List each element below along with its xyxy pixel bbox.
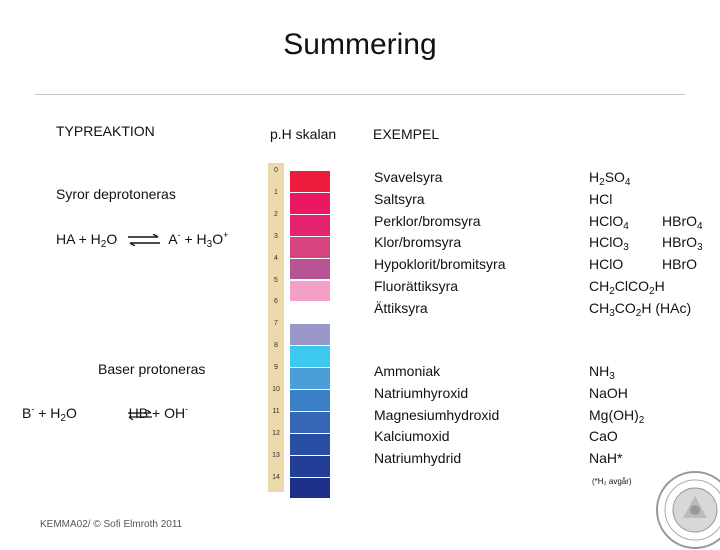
base-eq-b-sup: - (31, 404, 35, 414)
ph-bar-14 (290, 477, 330, 499)
ph-tick-12: 12 (272, 429, 280, 437)
base-eq-mid: + H (34, 405, 61, 421)
slide-title: Summering (283, 28, 437, 61)
acid-name-1: Saltsyra (374, 190, 425, 207)
acid-eq-rhs-sup2: + (223, 230, 229, 240)
ph-tick-1: 1 (274, 188, 278, 196)
acid-formula-right-3: HBrO3 (662, 234, 703, 254)
ph-scale-header: p.H skalan (270, 126, 337, 142)
ph-tick-3: 3 (274, 232, 278, 240)
acid-formulas-list: H2SO4 HCl HClO4 HClO3 HClO CH2ClCO2H CH3CO2H (… (589, 167, 691, 320)
divider (35, 94, 685, 95)
acid-formula-right-4: HBrO (662, 256, 698, 273)
ph-bar-9 (290, 368, 330, 389)
acid-formula-5: CH2ClCO2H (589, 277, 665, 297)
ph-tick-10: 10 (272, 386, 280, 393)
acid-name-6: Ättiksyra (374, 299, 428, 316)
ph-bar-3 (290, 236, 330, 258)
acid-eq-rhs-end: O (212, 231, 224, 247)
base-names-list: Ammoniak Natriumhyroxid Magnesiumhydroxid K… (374, 361, 499, 470)
base-name-0: Ammoniak (374, 363, 441, 379)
ph-tick-4: 4 (274, 254, 278, 262)
acid-formula-6: CH3CO2H (HAc) (589, 299, 692, 319)
acid-formula-right-2: HBrO4 (662, 212, 703, 232)
base-formula-2: Mg(OH)2 (589, 406, 645, 426)
ph-tick-5: 5 (274, 276, 278, 284)
base-eq-mid-sub: 2 (60, 413, 66, 424)
acid-eq-rhs: A (168, 231, 178, 247)
acid-equation: HA + H2O A- + H3O+ (56, 230, 229, 250)
base-formula-1: NaOH (589, 384, 628, 401)
acid-formula-3: HClO3 (589, 234, 629, 254)
base-name-4: Natriumhydrid (374, 450, 462, 467)
acid-name-4: Hypoklorit/bromitsyra (374, 256, 506, 273)
equilibrium-arrow-icon (127, 410, 152, 420)
base-eq-mid-end: O (65, 405, 77, 421)
base-eq-b: B (22, 405, 32, 421)
acid-formula-2: HClO4 (589, 212, 629, 232)
ph-bar-11 (290, 411, 330, 433)
acid-name-2: Perklor/bromsyra (374, 212, 481, 229)
type-reaction-header: TYPREAKTION (56, 123, 155, 139)
university-seal-icon (656, 471, 720, 549)
acid-eq-lhs-sub: 2 (100, 239, 107, 250)
base-name-1: Natriumhyroxid (374, 384, 469, 401)
acid-formula-1: HCl (589, 190, 613, 207)
base-eq-hb-wrap: HB (127, 405, 152, 421)
ph-tick-13: 13 (272, 451, 280, 459)
ph-bar-7 (290, 324, 330, 346)
base-formula-0: NH3 (589, 363, 615, 382)
ph-bar-2 (290, 214, 330, 236)
acids-deprotonate-label: Syror deprotoneras (56, 186, 176, 202)
ph-bar-5 (290, 280, 330, 302)
h2-note: (*H₂ avgår) (592, 477, 632, 486)
acid-name-3: Klor/bromsyra (374, 234, 462, 251)
ph-tick-7: 7 (274, 320, 278, 328)
acid-eq-rhs-sup: - (177, 230, 181, 240)
acid-names-list: Svavelsyra Saltsyra Perklor/bromsyra Klor/b… (374, 167, 505, 320)
ph-bar-13 (290, 455, 330, 477)
ph-tick-14: 14 (272, 473, 280, 481)
ph-ruler: 0 1 2 3 4 5 6 7 8 9 10 11 12 13 14 (268, 163, 284, 492)
ph-bar-4 (290, 258, 330, 280)
ph-tick-11: 11 (272, 407, 280, 415)
ph-bar-8 (290, 346, 330, 368)
base-equation: B- + H2O HB + OH- (22, 404, 189, 424)
ph-tick-6: 6 (274, 298, 278, 306)
acid-formula-4: HClO (589, 256, 624, 273)
base-name-3: Kalciumoxid (374, 428, 450, 445)
base-eq-rhs-sup: - (185, 404, 189, 414)
ph-scale: 0 1 2 3 4 5 6 7 8 9 10 11 12 13 14 (268, 163, 332, 499)
base-eq-rhs: + OH (148, 405, 186, 421)
footer-credit: KEMMA02/ © Sofi Elmroth 2011 (40, 519, 183, 530)
acid-eq-lhs: HA + H (56, 231, 101, 247)
acid-name-5: Fluorättiksyra (374, 277, 459, 294)
base-name-2: Magnesiumhydroxid (374, 406, 500, 423)
ph-bar-12 (290, 433, 330, 455)
ph-bar-6 (290, 302, 330, 324)
acid-eq-rhs-sub: 3 (206, 239, 213, 250)
acid-formula-right-5 (662, 276, 703, 298)
base-formula-4: NaH* (589, 450, 623, 467)
ph-tick-8: 8 (274, 342, 278, 350)
acid-formula-right-0 (662, 167, 703, 189)
ph-tick-9: 9 (274, 364, 278, 372)
ph-tick-2: 2 (274, 210, 278, 218)
ph-tick-0: 0 (274, 167, 278, 174)
base-formulas-list: NH3 NaOH Mg(OH)2 CaO NaH* (589, 361, 644, 470)
acid-eq-lhs-end: O (106, 231, 118, 247)
acid-eq-rhs-mid: + H (180, 231, 207, 247)
acid-name-0: Svavelsyra (374, 169, 443, 185)
acid-formula-0: H2SO4 (589, 169, 631, 188)
bases-protonate-label: Baser protoneras (98, 361, 206, 377)
examples-header: EXEMPEL (373, 126, 440, 142)
ph-bar-0 (290, 171, 330, 192)
acid-formula-right-1 (662, 189, 703, 211)
ph-bar-10 (290, 390, 330, 411)
equilibrium-arrow-icon (128, 233, 161, 247)
acid-formulas-right-list: HBrO4 HBrO3 HBrO (662, 167, 703, 320)
acid-formula-right-6 (662, 298, 703, 320)
base-formula-3: CaO (589, 428, 618, 445)
ph-bar-1 (290, 192, 330, 214)
